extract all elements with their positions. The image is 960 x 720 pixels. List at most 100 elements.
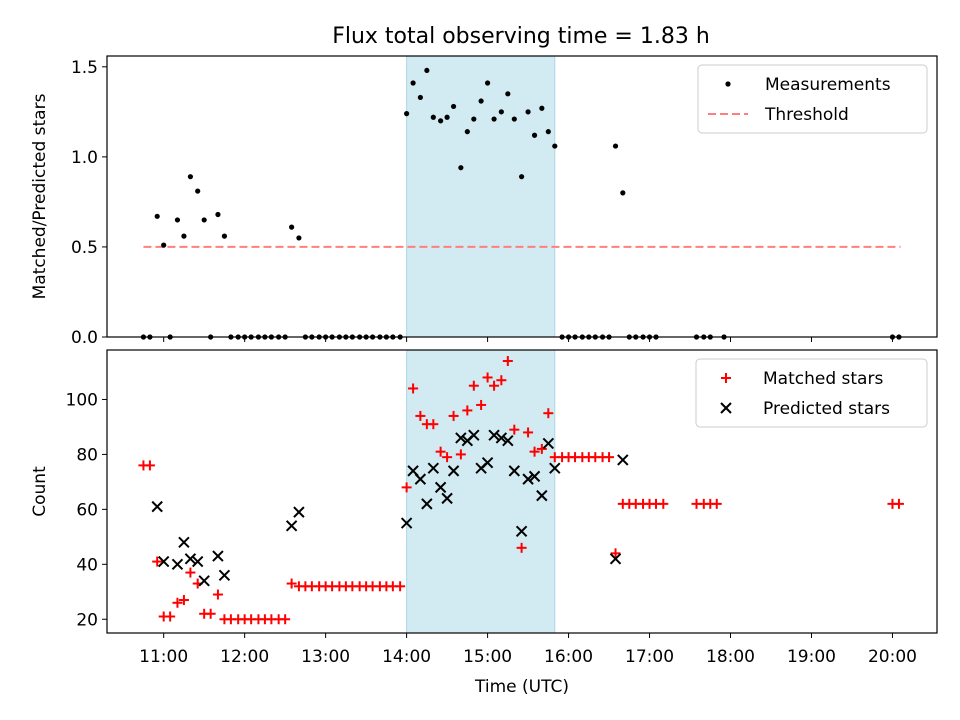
measurements-point bbox=[511, 116, 517, 122]
bottom-legend-box bbox=[695, 358, 928, 428]
predicted-stars-point bbox=[293, 506, 305, 518]
predicted-stars-point bbox=[191, 555, 204, 568]
measurements-point bbox=[201, 217, 207, 223]
matched-stars-point bbox=[165, 611, 176, 622]
predicted-stars-point bbox=[434, 481, 447, 494]
predicted-stars-point-b bbox=[198, 575, 210, 587]
predicted-stars-point bbox=[212, 550, 224, 562]
predicted-stars-point-b bbox=[617, 454, 629, 466]
matched-stars-point bbox=[610, 548, 621, 559]
predicted-stars-point-b bbox=[191, 555, 204, 568]
legend-label: Predicted stars bbox=[763, 399, 890, 419]
predicted-stars-point-b bbox=[468, 429, 480, 441]
matched-stars-point bbox=[428, 419, 439, 430]
xtick-label: 17:00 bbox=[625, 647, 674, 667]
top-legend-box bbox=[697, 64, 928, 134]
matched-stars-point bbox=[415, 410, 426, 421]
bottom-shaded-region bbox=[406, 349, 556, 634]
predicted-stars-point-b bbox=[293, 506, 305, 518]
matched-stars-point bbox=[442, 452, 453, 463]
matched-stars-point bbox=[280, 614, 291, 625]
measurements-point bbox=[545, 129, 551, 135]
matched-stars-point bbox=[286, 578, 297, 589]
predicted-stars-point bbox=[184, 553, 197, 565]
predicted-stars-point-b bbox=[528, 470, 541, 483]
xtick-label: 15:00 bbox=[463, 647, 512, 667]
predicted-stars-point-b bbox=[549, 462, 561, 474]
measurements-point bbox=[154, 213, 160, 219]
bottom-panel: 20 40 60 80 100 11:00 12:00 13:00 14:00 15:00 16:0… bbox=[30, 349, 938, 697]
predicted-stars-point bbox=[549, 462, 561, 474]
matched-stars-point bbox=[516, 542, 527, 553]
measurements-point bbox=[195, 188, 201, 194]
measurements-point bbox=[458, 165, 464, 171]
measurements-point bbox=[471, 116, 477, 122]
matched-stars-point bbox=[509, 424, 520, 435]
matched-stars-point bbox=[482, 372, 493, 383]
xtick-label: 13:00 bbox=[301, 647, 350, 667]
matched-stars-point bbox=[711, 498, 722, 509]
measurements-point bbox=[417, 94, 423, 101]
predicted-stars-point-b bbox=[421, 498, 433, 510]
xtick-label: 11:00 bbox=[139, 647, 188, 667]
measurements-point bbox=[430, 114, 436, 120]
predicted-stars-point bbox=[536, 489, 548, 502]
matched-stars-point bbox=[462, 405, 473, 416]
predicted-stars-point bbox=[609, 553, 622, 565]
chart-title: Flux total observing time = 1.83 h bbox=[332, 24, 710, 49]
predicted-stars-point-b bbox=[515, 525, 528, 538]
matched-stars-point bbox=[502, 355, 513, 366]
legend-marker-measurements bbox=[725, 81, 731, 87]
matched-stars-point bbox=[185, 567, 196, 578]
predicted-stars-point bbox=[455, 432, 467, 444]
predicted-stars-point-b bbox=[178, 536, 190, 549]
top-shaded-region bbox=[406, 55, 556, 338]
matched-stars-point bbox=[395, 581, 406, 592]
measurements-point bbox=[518, 174, 525, 180]
predicted-stars-point-b bbox=[536, 489, 548, 502]
predicted-stars-point bbox=[178, 536, 190, 549]
matched-stars-point bbox=[658, 498, 669, 509]
bottom-legend: Matched stars Predicted stars bbox=[695, 358, 928, 428]
measurements-point bbox=[444, 114, 450, 120]
predicted-stars-point-b bbox=[414, 473, 427, 485]
predicted-stars-point-b bbox=[447, 465, 460, 477]
predicted-stars-point bbox=[447, 465, 460, 477]
measurements-point bbox=[410, 80, 416, 86]
predicted-stars-point-b bbox=[218, 569, 231, 582]
bottom-ytick-label: 60 bbox=[76, 500, 98, 520]
predicted-stars-point-b bbox=[285, 520, 298, 532]
xtick-label: 12:00 bbox=[220, 647, 269, 667]
measurements-point bbox=[620, 190, 626, 196]
matched-stars-point bbox=[496, 375, 507, 386]
measurements-point bbox=[531, 132, 538, 138]
measurements-point bbox=[181, 233, 187, 239]
predicted-stars-point-b bbox=[481, 456, 494, 469]
xlabel: Time (UTC) bbox=[474, 677, 569, 697]
measurements-point bbox=[478, 98, 484, 104]
measurements-point bbox=[221, 233, 228, 239]
predicted-stars-point bbox=[400, 517, 413, 529]
matched-stars-point bbox=[152, 556, 163, 567]
predicted-stars-point-b bbox=[502, 434, 514, 447]
legend-label: Measurements bbox=[765, 75, 891, 95]
predicted-stars-point-b bbox=[434, 481, 447, 494]
measurements-point bbox=[464, 129, 470, 135]
predicted-stars-point bbox=[617, 454, 629, 466]
measurements-point bbox=[484, 80, 491, 86]
predicted-stars-point bbox=[495, 432, 508, 444]
matched-stars-point bbox=[401, 482, 412, 493]
legend-label: Matched stars bbox=[763, 369, 883, 389]
predicted-stars-point-b bbox=[455, 432, 467, 444]
top-panel: 0.0 0.5 1.0 1.5 Matched/Predicted stars Measu… bbox=[30, 55, 938, 348]
xtick-label: 16:00 bbox=[544, 647, 593, 667]
predicted-stars-point-b bbox=[488, 429, 500, 441]
predicted-stars-point-b bbox=[441, 492, 453, 505]
predicted-stars-point bbox=[421, 498, 433, 510]
predicted-stars-point bbox=[508, 465, 521, 477]
predicted-stars-point bbox=[481, 456, 494, 469]
xtick-label: 14:00 bbox=[382, 647, 431, 667]
predicted-stars-point bbox=[157, 555, 170, 568]
predicted-stars-point bbox=[198, 575, 210, 587]
predicted-stars-point-b bbox=[427, 462, 440, 474]
